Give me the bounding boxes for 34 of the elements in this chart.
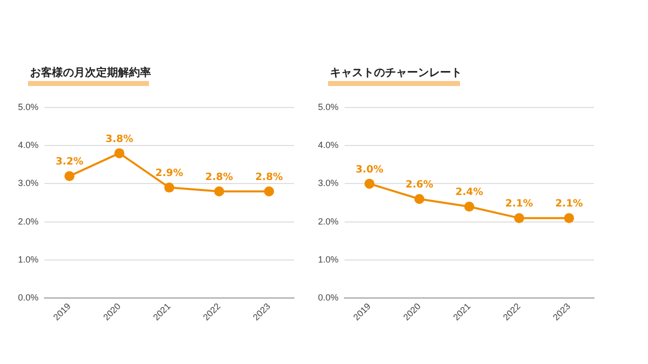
y-tick-label: 2.0% (318, 216, 339, 226)
data-label: 3.8% (105, 134, 134, 145)
chart-title: キャストのチャーンレート (330, 66, 462, 80)
y-tick-label: 5.0% (18, 102, 39, 112)
point (214, 186, 224, 196)
y-tick-label: 4.0% (318, 140, 339, 150)
data-label: 2.6% (405, 180, 434, 191)
data-label: 2.1% (505, 198, 534, 210)
y-tick-label: 0.0% (318, 292, 339, 303)
y-tick-label: 4.0% (18, 140, 39, 150)
y-tick-label: 1.0% (18, 254, 39, 265)
point (264, 186, 274, 196)
data-label: 3.2% (56, 156, 84, 168)
point (164, 182, 174, 193)
point (64, 171, 74, 182)
point (514, 213, 524, 224)
y-tick-label: 1.0% (318, 254, 339, 265)
data-label: 2.8% (255, 172, 283, 183)
point (414, 194, 424, 204)
data-label: 2.1% (555, 198, 583, 210)
data-label: 2.4% (455, 187, 484, 198)
y-tick-label: 3.0% (18, 178, 39, 188)
y-tick-label: 5.0% (318, 102, 339, 112)
chart-title: お客様の月次定期解約率 (30, 66, 151, 80)
data-label: 2.9% (155, 168, 184, 180)
point (114, 148, 124, 158)
y-tick-label: 3.0% (318, 178, 339, 188)
data-label: 2.8% (205, 172, 234, 183)
point (564, 213, 574, 224)
data-label: 3.0% (356, 164, 384, 176)
y-tick-label: 0.0% (18, 292, 39, 303)
y-tick-label: 2.0% (18, 216, 39, 226)
point (464, 202, 474, 212)
point (364, 178, 374, 189)
